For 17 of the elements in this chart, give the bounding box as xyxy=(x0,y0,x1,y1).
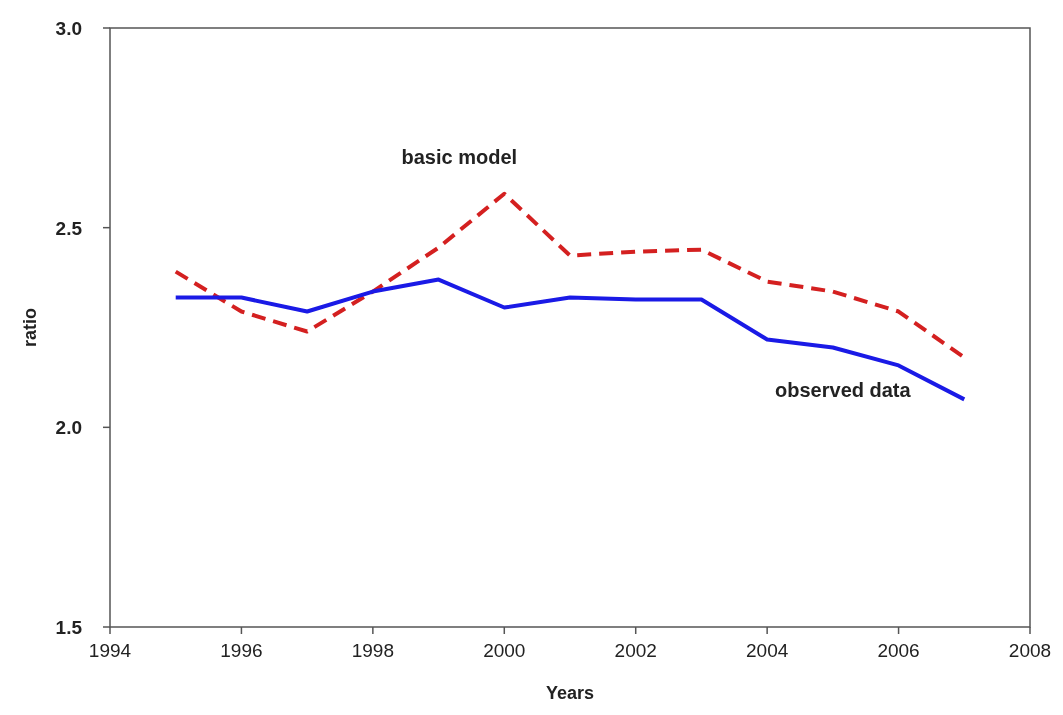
y-tick-label: 3.0 xyxy=(55,18,82,39)
x-tick-label: 2002 xyxy=(614,640,657,661)
x-tick-label: 2008 xyxy=(1008,640,1052,661)
x-tick-label: 2006 xyxy=(877,640,920,661)
x-tick-label: 1994 xyxy=(88,640,132,661)
y-tick-label: 2.5 xyxy=(55,217,83,239)
series-label: observed data xyxy=(775,379,912,402)
x-axis-title: Years xyxy=(545,683,595,703)
x-tick-label: 1996 xyxy=(220,640,263,661)
y-tick-label: 1.5 xyxy=(55,617,83,638)
x-tick-label: 1998 xyxy=(351,640,394,661)
x-tick-label: 2004 xyxy=(746,640,789,661)
y-tick-label: 2.0 xyxy=(55,417,82,439)
x-tick-label: 2000 xyxy=(483,640,526,661)
line-series xyxy=(173,277,967,402)
series-label: basic model xyxy=(401,145,518,168)
y-axis-title: ratio xyxy=(20,307,40,348)
